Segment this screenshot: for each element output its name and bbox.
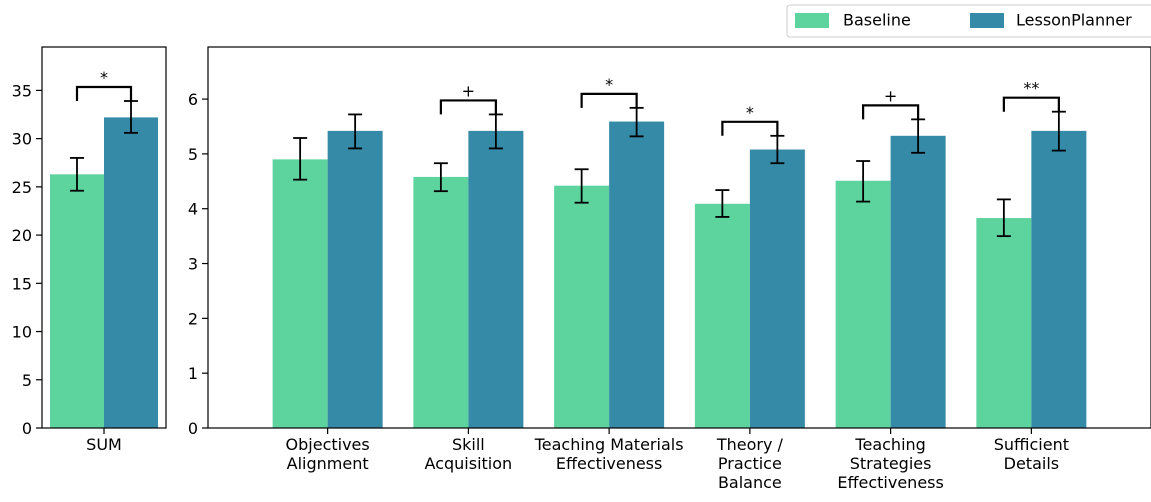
bar-baseline-theory-practice-balance [694,203,750,428]
x-tick-label-line: Skill [452,435,485,454]
x-tick-label-line: Acquisition [425,454,513,473]
significance-bracket-teaching-materials-effectiveness [580,92,638,108]
y-tick-label-5: 5 [22,371,32,390]
x-tick-label-line: Practice [718,454,782,473]
sum-panel: * SUM 0 5 10 15 20 25 30 35 [12,46,167,454]
y-tick-label-10: 10 [12,323,32,342]
significance-marker-teaching-materials-effectiveness: * [605,75,613,94]
x-tick-label-line: Effectiveness [556,454,662,473]
x-tick-label-line: Sufficient [994,435,1069,454]
error-bar-baseline-teaching-materials-effectiveness [574,168,589,204]
bar-lessonplanner-sufficient-details [1031,130,1087,428]
x-tick-label-line: Objectives [286,435,370,454]
y-tick-label-5: 5 [188,145,198,164]
y-tick-label-2: 2 [188,309,198,328]
significance-marker-teaching-strategies-effectiveness: + [884,86,897,105]
x-tick-label-line: Theory / [716,435,784,454]
error-bar-lessonplanner-objectives-alignment [348,113,363,150]
y-tick-label-35: 35 [12,81,32,100]
y-tick-label-3: 3 [188,255,198,274]
bar-lessonplanner-teaching-strategies-effectiveness [890,135,946,428]
bar-lessonplanner-teaching-materials-effectiveness [609,121,665,429]
significance-bracket-teaching-strategies-effectiveness [862,104,920,120]
bar-lessonplanner-sum [104,117,158,428]
y-tick-label-0: 0 [188,419,198,438]
x-tick-label-line: Balance [718,473,782,492]
bar-baseline-teaching-materials-effectiveness [554,185,610,428]
x-tick-label-sufficient-details: Sufficient Details [994,435,1069,473]
bar-lessonplanner-skill-acquisition [468,130,524,428]
significance-bracket-sufficient-details [1002,96,1060,112]
error-bar-baseline-objectives-alignment [293,137,308,181]
y-tick-label-20: 20 [12,226,32,245]
significance-bracket-theory-practice-balance [721,120,779,136]
legend: Baseline LessonPlanner [786,4,1151,38]
x-tick-label-line: Details [1004,454,1059,473]
legend-swatch-baseline [795,13,829,28]
x-tick-label-theory-practice-balance: Theory / Practice Balance [716,435,784,492]
significance-bracket-skill-acquisition [439,99,497,115]
x-tick-label-line: SUM [86,435,122,454]
significance-marker-sum: * [100,68,108,87]
significance-bracket-sum [75,85,133,102]
plot-frame [207,46,1151,429]
bar-baseline-objectives-alignment [272,159,328,429]
significance-marker-theory-practice-balance: * [746,103,754,122]
error-bar-baseline-sum [70,157,84,192]
x-tick-label-teaching-materials-effectiveness: Teaching Materials Effectiveness [534,435,684,473]
error-bar-baseline-sufficient-details [996,198,1011,238]
significance-marker-skill-acquisition: + [462,81,475,100]
x-tick-label-objectives-alignment: Objectives Alignment [286,435,370,473]
y-tick-label-15: 15 [12,274,32,293]
x-tick-label-line: Teaching [854,435,925,454]
x-tick-label-line: Strategies [850,454,932,473]
legend-label-baseline: Baseline [843,11,911,30]
y-tick-label-30: 30 [12,130,32,149]
bar-baseline-sum [50,174,104,428]
legend-frame [786,4,1151,38]
significance-marker-sufficient-details: ** [1023,79,1039,98]
bar-baseline-sufficient-details [976,218,1032,428]
x-tick-label-teaching-strategies-effectiveness: Teaching Strategies Effectiveness [837,435,943,492]
legend-label-lessonplanner: LessonPlanner [1016,11,1132,30]
legend-swatch-lessonplanner [970,13,1004,28]
plot-frame [41,46,167,429]
error-bar-baseline-teaching-strategies-effectiveness [856,160,871,203]
criteria-panel: Objectives Alignment + Skill Acquisition * Tea… [188,46,1151,492]
x-tick-label-skill-acquisition: Skill Acquisition [425,435,513,473]
x-tick-label-line: Alignment [287,454,369,473]
y-tick-label-6: 6 [188,90,198,109]
y-tick-label-0: 0 [22,419,32,438]
bar-lessonplanner-objectives-alignment [327,130,383,428]
error-bar-baseline-theory-practice-balance [715,189,730,218]
y-tick-label-1: 1 [188,364,198,383]
x-tick-label-line: Teaching Materials [534,435,684,454]
bar-lessonplanner-theory-practice-balance [749,149,805,428]
x-tick-label-sum: SUM [86,435,122,454]
error-bar-baseline-skill-acquisition [433,162,448,193]
x-tick-label-line: Effectiveness [837,473,943,492]
bar-baseline-teaching-strategies-effectiveness [835,180,891,428]
y-tick-label-4: 4 [188,200,198,219]
bar-baseline-skill-acquisition [413,176,469,428]
y-tick-label-25: 25 [12,178,32,197]
